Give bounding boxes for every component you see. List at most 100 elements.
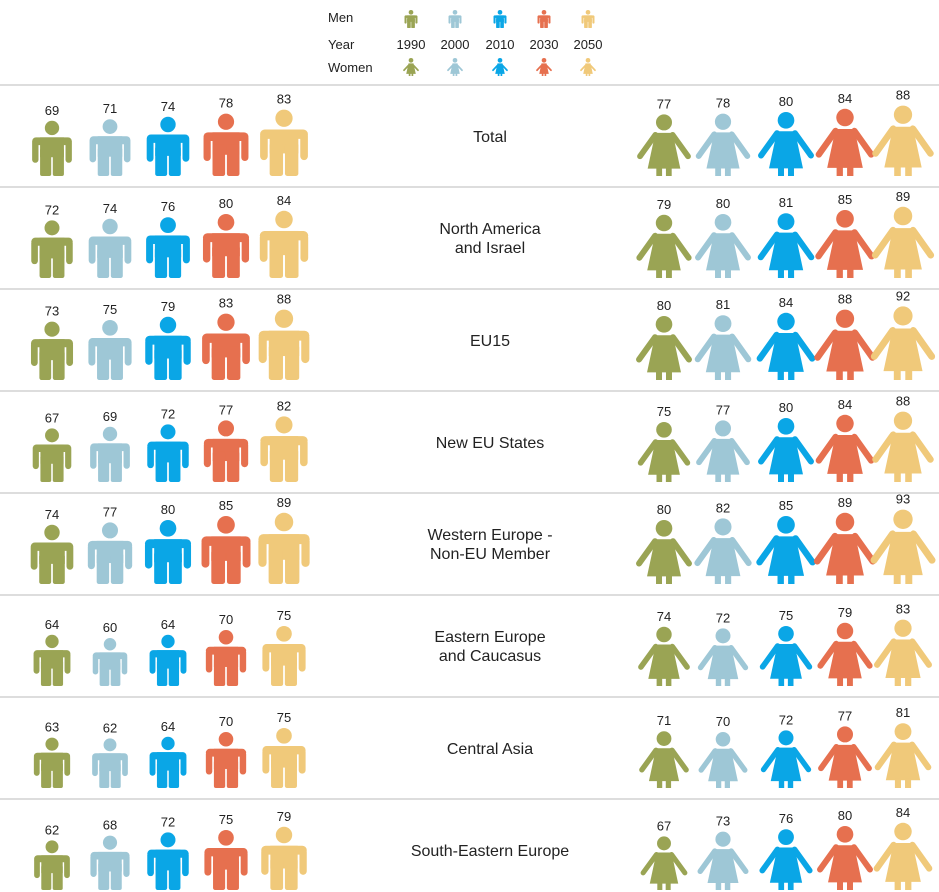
arm [147,443,154,469]
leg [894,880,901,890]
dress [828,744,862,781]
head [103,738,117,752]
man-icon [201,516,251,584]
leg [284,244,299,278]
arm [756,331,780,362]
value-label: 74 [161,99,175,114]
arm [536,64,543,72]
woman-icon [873,619,933,686]
legend-woman-icon [403,58,419,76]
dress [828,641,862,679]
value-label: 88 [896,394,910,409]
leg [154,247,168,278]
leg [110,553,124,584]
value-label: 71 [657,713,671,728]
arm [121,654,128,675]
arm [240,850,248,876]
man-icon [146,116,190,176]
leg [41,762,52,788]
leg [847,472,854,482]
head [159,316,177,334]
arm [850,743,872,772]
dress [647,233,681,271]
arm [32,139,39,163]
arm [301,333,310,364]
arm [122,755,128,777]
value-label: 82 [716,500,730,515]
value-label: 60 [103,620,117,635]
legend-man-icon [404,10,418,28]
leg [905,472,912,482]
leg [284,656,297,686]
head [714,315,732,333]
arm [180,652,187,674]
dress [706,233,740,271]
value-label: 80 [219,196,233,211]
head [585,58,591,63]
value-label: 79 [838,605,852,620]
value-label: 80 [657,502,671,517]
head [835,512,855,532]
leg [155,146,168,176]
head [893,509,913,529]
leg [168,552,182,584]
arm [415,16,418,24]
man-icon [205,630,247,686]
arm [146,237,154,264]
man-icon [31,220,73,278]
arm [183,541,192,569]
arm [639,747,659,773]
arm [300,438,308,467]
arm [31,239,38,265]
arm [459,16,462,24]
arm [147,851,154,877]
leg [715,473,722,482]
leg [98,862,110,890]
value-label: 64 [45,617,59,632]
torso [407,15,415,22]
leg [777,268,784,278]
dress [769,437,803,475]
dress [826,330,864,372]
leg [724,677,731,686]
arm [728,748,748,773]
legend-year-label: 1990 [397,37,426,52]
head [218,630,234,645]
arm [201,539,210,568]
arm [504,16,507,24]
leg [155,453,168,482]
arm [729,537,752,567]
dress [539,63,549,74]
head [715,628,731,644]
arm [30,544,38,570]
arm [65,139,72,163]
leg [39,554,52,584]
head [102,119,118,134]
legend-year-label: 2010 [486,37,515,52]
leg [787,473,794,482]
arm [261,848,269,875]
leg [97,350,110,380]
arm [123,138,131,163]
value-label: 70 [219,714,233,729]
woman-icon [640,836,688,890]
arm [728,232,751,261]
leg [285,344,300,380]
leg [41,865,52,890]
man-icon [260,416,308,482]
leg [893,573,901,584]
value-label: 80 [161,502,175,517]
arm [792,331,816,362]
leg [585,73,588,76]
leg [847,268,854,278]
value-label: 81 [779,195,793,210]
arm [728,437,750,466]
value-label: 77 [838,708,852,723]
dress [884,432,922,474]
leg [905,573,913,584]
leg [656,167,663,176]
arm [592,16,595,24]
leg [724,780,730,788]
woman-icon [870,306,936,380]
